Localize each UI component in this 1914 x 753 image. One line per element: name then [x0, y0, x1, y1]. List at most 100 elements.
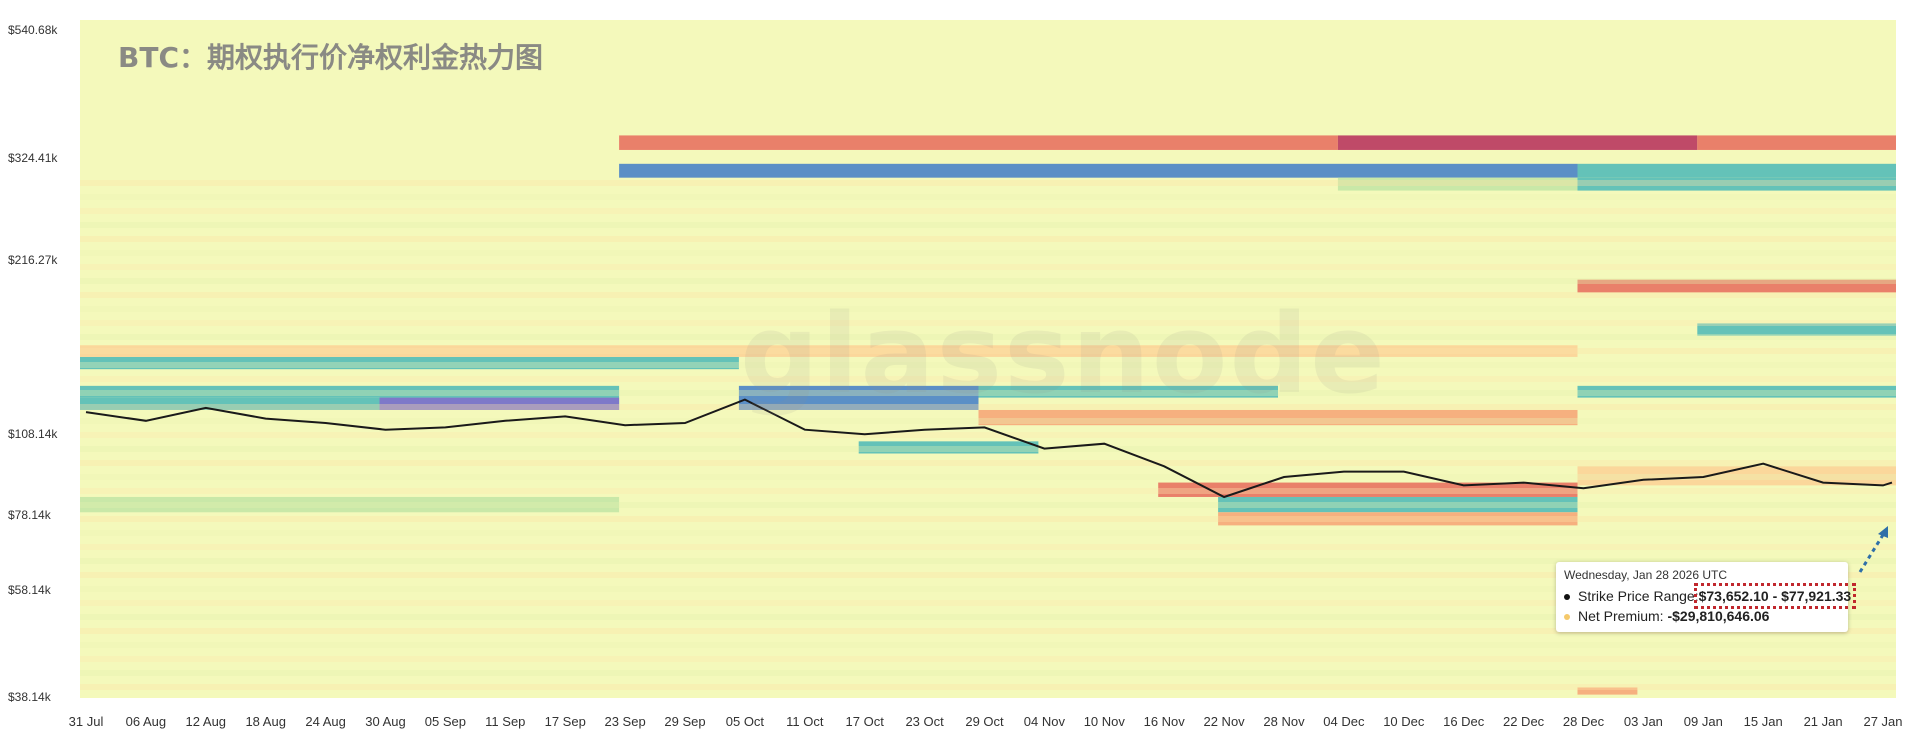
- y-tick-label: $324.41k: [8, 151, 58, 165]
- x-tick-label: 11 Oct: [786, 714, 824, 729]
- heat-texture-row: [80, 208, 1896, 214]
- heat-texture-row: [80, 180, 1896, 186]
- heat-texture-row: [80, 222, 1896, 228]
- x-tick-label: 16 Dec: [1443, 714, 1485, 729]
- tooltip-premium-row: Net Premium: -$29,810,646.06: [1564, 608, 1769, 624]
- heat-band: [1158, 482, 1578, 497]
- heat-band: [80, 356, 739, 370]
- y-tick-label: $38.14k: [8, 690, 52, 704]
- heat-band: [379, 397, 620, 410]
- tooltip-strike-label: Strike Price Range:: [1578, 588, 1699, 604]
- heat-band: [619, 135, 1338, 150]
- heat-band: [1218, 496, 1578, 513]
- x-tick-label: 09 Jan: [1684, 714, 1723, 729]
- heat-texture-row: [80, 432, 1896, 438]
- heat-texture-row: [80, 572, 1896, 578]
- y-tick-label: $78.14k: [8, 508, 52, 522]
- heat-texture-row: [80, 418, 1896, 424]
- heat-texture-row: [80, 460, 1896, 466]
- x-tick-label: 28 Nov: [1263, 714, 1305, 729]
- x-tick-label: 05 Oct: [726, 714, 765, 729]
- x-tick-label: 15 Jan: [1744, 714, 1783, 729]
- x-tick-label: 10 Dec: [1383, 714, 1425, 729]
- heat-band: [1577, 279, 1896, 293]
- heat-texture-row: [80, 250, 1896, 256]
- chart-title: BTC：期权执行价净权利金热力图: [118, 41, 543, 74]
- heat-texture-row: [80, 320, 1896, 326]
- x-tick-label: 17 Sep: [545, 714, 586, 729]
- heat-band: [1577, 385, 1896, 398]
- tooltip-strike-row: Strike Price Range:$73,652.10 - $77,921.…: [1564, 583, 1857, 609]
- x-tick-label: 06 Aug: [126, 714, 167, 729]
- heat-texture-row: [80, 404, 1896, 410]
- heat-texture-row: [80, 278, 1896, 284]
- heat-texture-row: [80, 446, 1896, 452]
- heat-band: [1697, 135, 1896, 150]
- x-tick-label: 27 Jan: [1863, 714, 1902, 729]
- strike-dot-icon: [1564, 594, 1570, 601]
- x-tick-label: 24 Aug: [305, 714, 346, 729]
- x-tick-label: 11 Sep: [485, 714, 525, 729]
- y-axis: $540.68k $324.41k $216.27k $108.14k $78.14k $…: [8, 23, 58, 704]
- x-tick-label: 10 Nov: [1084, 714, 1126, 729]
- premium-dot-icon: [1564, 614, 1570, 621]
- heat-band: [1218, 512, 1578, 526]
- heat-texture-row: [80, 362, 1896, 368]
- heat-texture-row: [80, 264, 1896, 270]
- heat-band: [80, 496, 620, 513]
- tooltip-date: Wednesday, Jan 28 2026 UTC: [1564, 568, 1727, 582]
- tooltip-strike-value: $73,652.10 - $77,921.33: [1693, 583, 1857, 609]
- heat-texture-row: [80, 614, 1896, 620]
- tooltip-premium-label: Net Premium:: [1578, 608, 1664, 624]
- x-tick-label: 29 Oct: [965, 714, 1004, 729]
- x-tick-label: 22 Nov: [1203, 714, 1245, 729]
- watermark-text: glassnode: [740, 290, 1387, 418]
- x-tick-label: 31 Jul: [69, 714, 104, 729]
- heat-band: [1337, 135, 1698, 150]
- x-tick-label: 04 Nov: [1024, 714, 1066, 729]
- heat-texture-row: [80, 502, 1896, 508]
- heat-bands: [80, 135, 1896, 695]
- x-tick-label: 17 Oct: [846, 714, 885, 729]
- heat-texture-row: [80, 390, 1896, 396]
- heat-texture-row: [80, 544, 1896, 550]
- heat-texture-row: [80, 670, 1896, 676]
- heat-band: [1577, 177, 1896, 191]
- heat-texture-row: [80, 348, 1896, 354]
- x-tick-label: 18 Aug: [245, 714, 286, 729]
- heat-texture-row: [80, 474, 1896, 480]
- heat-band: [80, 345, 1578, 357]
- heat-texture-row: [80, 600, 1896, 606]
- tooltip-premium-value: -$29,810,646.06: [1667, 608, 1770, 624]
- x-tick-label: 23 Sep: [604, 714, 645, 729]
- heat-band: [1577, 687, 1638, 695]
- heat-texture-row: [80, 628, 1896, 634]
- x-tick-label: 22 Dec: [1503, 714, 1545, 729]
- heat-band: [978, 385, 1278, 398]
- heat-band: [1697, 323, 1896, 336]
- tooltip: Wednesday, Jan 28 2026 UTC Strike Price …: [1556, 562, 1857, 632]
- heat-texture: [80, 180, 1896, 690]
- x-tick-label: 05 Sep: [425, 714, 466, 729]
- x-tick-label: 28 Dec: [1563, 714, 1605, 729]
- heat-texture-row: [80, 530, 1896, 536]
- y-tick-label: $108.14k: [8, 427, 58, 441]
- x-tick-label: 30 Aug: [365, 714, 406, 729]
- heat-texture-row: [80, 586, 1896, 592]
- heat-texture-row: [80, 656, 1896, 662]
- x-tick-label: 23 Oct: [905, 714, 944, 729]
- x-tick-label: 29 Sep: [664, 714, 705, 729]
- x-axis: 31 Jul 06 Aug 12 Aug 18 Aug 24 Aug 30 Aug 05 S…: [69, 714, 1903, 729]
- heat-band: [858, 441, 1039, 454]
- heat-band: [80, 385, 620, 398]
- x-tick-label: 04 Dec: [1323, 714, 1365, 729]
- heat-texture-row: [80, 376, 1896, 382]
- y-tick-label: $58.14k: [8, 583, 52, 597]
- heat-texture-row: [80, 292, 1896, 298]
- heat-texture-row: [80, 334, 1896, 340]
- x-tick-label: 21 Jan: [1804, 714, 1843, 729]
- heat-band: [619, 163, 1578, 178]
- heat-texture-row: [80, 684, 1896, 690]
